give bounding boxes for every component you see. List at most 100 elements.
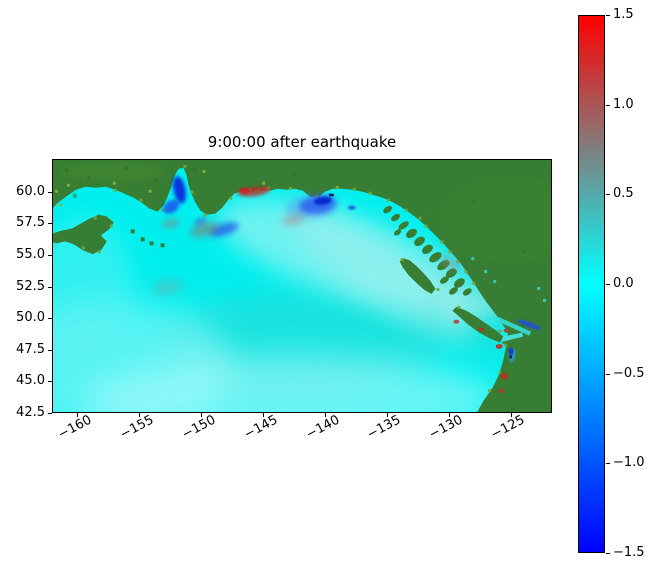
y-axis-tick-label: 45.0	[16, 373, 45, 389]
coast-speck	[97, 250, 101, 254]
land-texture-speck	[72, 193, 77, 198]
island	[391, 213, 401, 222]
island	[394, 229, 402, 236]
land-texture-speck	[154, 177, 159, 182]
coast-speck	[81, 246, 85, 250]
coast-speck	[404, 208, 408, 212]
land-texture	[57, 161, 168, 182]
land-texture-speck	[471, 199, 476, 204]
y-axis-tick-label: 55.0	[16, 247, 45, 263]
coast-speck	[113, 188, 117, 192]
land-texture-speck	[66, 183, 70, 187]
y-axis-tick	[48, 286, 52, 288]
y-axis-tick	[48, 349, 52, 351]
inland-water	[471, 257, 475, 261]
coastal-negative-speck	[509, 355, 513, 359]
inland-water	[493, 280, 497, 284]
y-axis-tick-label: 47.5	[16, 341, 45, 357]
y-axis-tick-label: 57.5	[16, 215, 45, 231]
y-axis-tick-label: 52.5	[16, 278, 45, 294]
strait-negative-wave	[516, 319, 542, 330]
coastal-positive-speck	[495, 344, 503, 349]
plot-title: 9:00:00 after earthquake	[207, 133, 397, 151]
coastal-negative-speck	[508, 347, 514, 356]
land-texture-speck	[58, 203, 62, 207]
island	[422, 244, 433, 255]
x-axis-tick	[448, 413, 450, 417]
colorbar-tick	[606, 553, 610, 554]
island	[160, 243, 165, 248]
island	[462, 288, 472, 296]
x-axis-tick	[325, 413, 326, 417]
coast-speck	[498, 329, 502, 333]
coast-speck	[436, 287, 440, 291]
positive-wave-diffuse	[161, 218, 180, 229]
land-texture-speck	[124, 165, 129, 170]
land-texture-speck	[521, 249, 526, 254]
land-texture-speck	[64, 167, 69, 172]
coast-speck	[464, 270, 468, 274]
positive-wave-diffuse	[189, 221, 219, 238]
cook-inlet-negative-wave	[172, 176, 187, 204]
y-axis-tick	[48, 255, 52, 257]
colorbar-tick	[606, 463, 610, 465]
coast-speck	[498, 371, 502, 375]
x-axis-tick	[386, 413, 388, 417]
colorbar-tick	[606, 104, 610, 106]
negative-wave	[163, 199, 180, 214]
island	[130, 229, 135, 234]
coast-speck	[472, 282, 476, 286]
island	[406, 228, 417, 239]
negative-wave	[209, 222, 239, 237]
coast-speck	[424, 224, 428, 228]
colorbar-tick	[606, 194, 610, 196]
x-axis-tick	[201, 413, 203, 417]
coast-speck	[203, 213, 207, 217]
coastal-positive-speck	[500, 373, 509, 380]
positive-wave-diffuse	[284, 214, 306, 225]
coast-speck	[504, 343, 508, 347]
coast-speck	[109, 224, 113, 228]
island	[383, 205, 393, 214]
coast-speck	[400, 258, 404, 262]
land-texture	[441, 174, 551, 265]
x-axis-tick	[139, 413, 141, 417]
coastal-positive-speck	[453, 319, 460, 324]
inland-water	[484, 270, 488, 274]
x-axis-tick	[510, 413, 512, 417]
y-axis-tick-label: 50.0	[16, 310, 45, 326]
ocean-light	[53, 219, 133, 359]
coast-speck	[440, 240, 444, 244]
ocean-light	[290, 206, 474, 342]
colorbar-tick-label: 1.0	[613, 96, 634, 112]
strait-juan-de-fuca	[497, 332, 524, 343]
island	[448, 287, 458, 295]
y-axis-tick	[48, 413, 52, 414]
inland-water	[537, 286, 541, 290]
colorbar	[578, 15, 605, 553]
x-axis-tick	[77, 413, 79, 417]
positive-wave-diffuse	[440, 256, 461, 271]
faint-positive-ripple	[280, 213, 304, 226]
coast-speck	[335, 185, 339, 189]
coastal-positive-speck	[498, 389, 505, 394]
kodiak-alaska-peninsula	[53, 214, 114, 255]
y-axis-tick	[48, 191, 52, 193]
island	[140, 237, 145, 242]
strait-of-georgia	[496, 316, 532, 336]
yakutat-negative-wave-core	[314, 196, 332, 205]
wavefront-light-band	[82, 355, 502, 412]
colorbar-tick-label: 0.5	[613, 186, 634, 202]
coast-speck	[457, 305, 461, 309]
island	[445, 268, 457, 278]
y-axis-tick-label: 42.5	[16, 405, 45, 420]
tsunami-heightfield-map	[53, 160, 551, 412]
land-texture-speck	[202, 169, 206, 173]
colorbar-tick-label: 1.5	[613, 7, 634, 22]
y-axis-tick-label: 60.0	[16, 183, 45, 199]
coast-speck	[418, 216, 422, 220]
island	[440, 276, 449, 284]
island	[453, 278, 465, 288]
coast-speck	[448, 250, 452, 254]
